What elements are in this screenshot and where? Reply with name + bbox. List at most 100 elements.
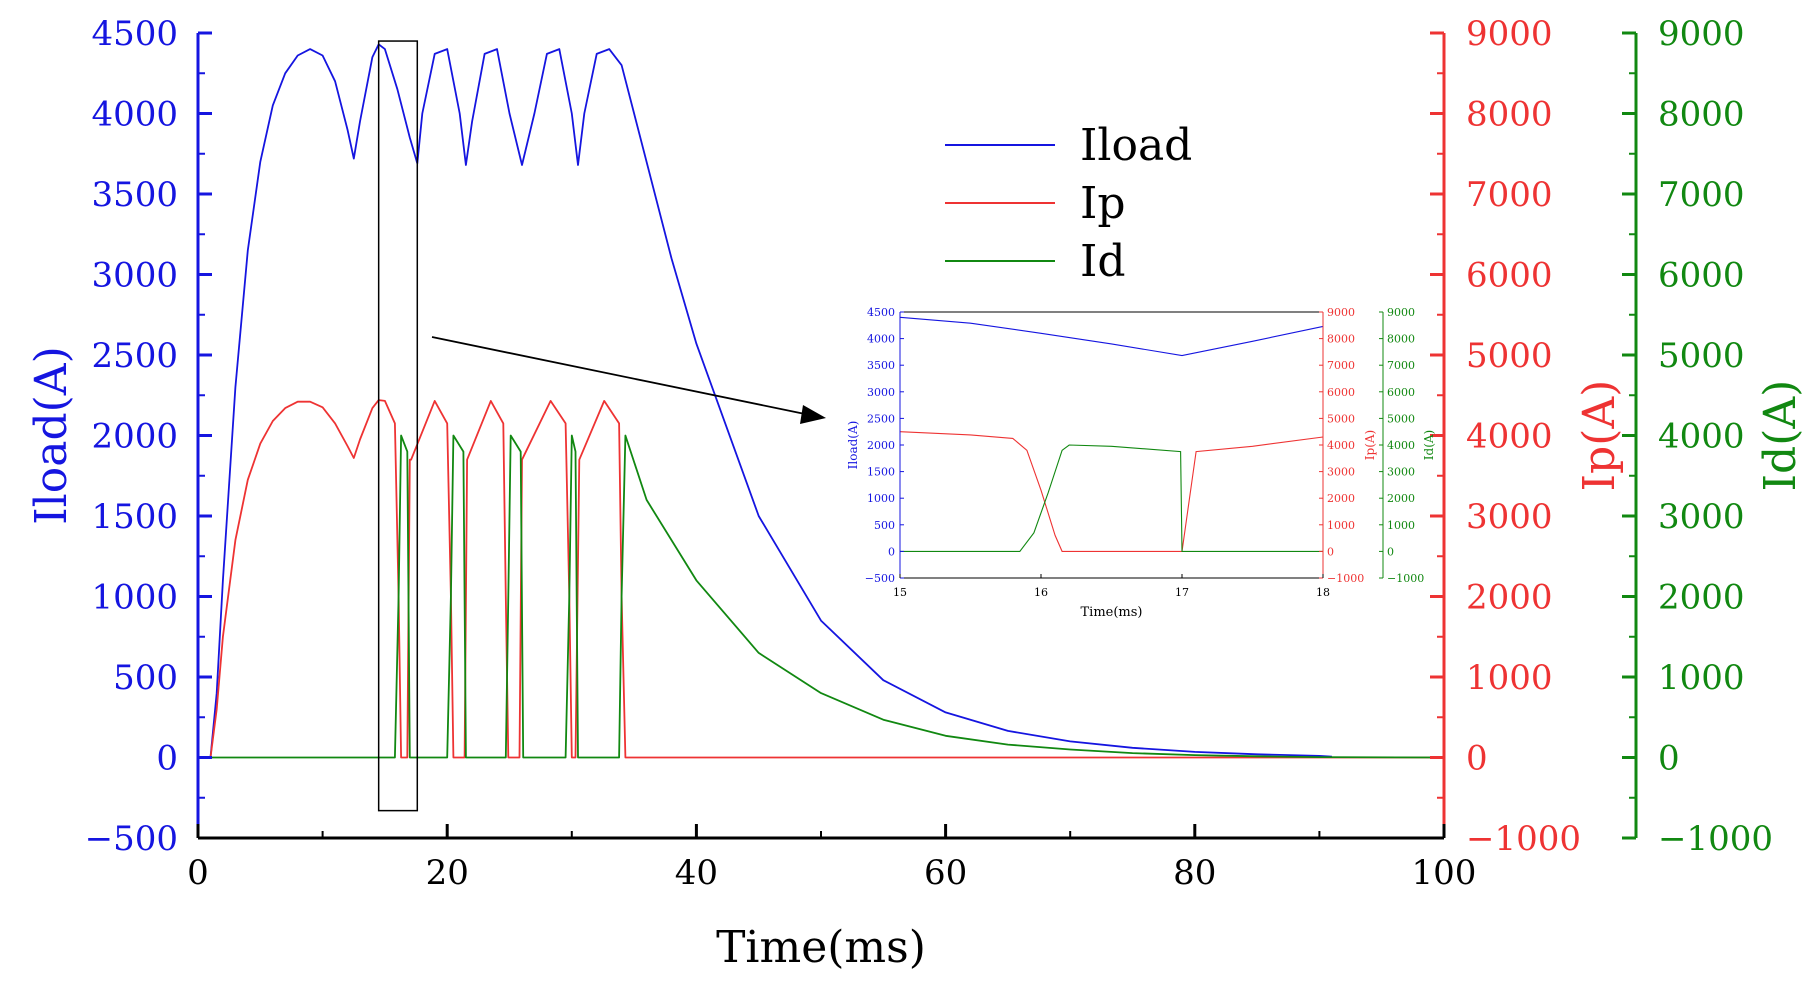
outer-axis-tick-label: 4000 [1658, 417, 1745, 457]
right-axis-tick-label: 7000 [1466, 175, 1553, 215]
inset-right-axis-tick-label: 4000 [1327, 439, 1355, 452]
inset-left-axis-tick-label: 3000 [867, 386, 895, 399]
inset-outer-axis-tick-label: 8000 [1387, 333, 1415, 346]
inset-left-axis-tick-label: 1500 [867, 466, 895, 479]
outer-axis-tick-label: 8000 [1658, 95, 1745, 135]
inset-right-axis-tick-label: 2000 [1327, 492, 1355, 505]
x-axis-tick-label: 0 [187, 853, 209, 893]
inset-right-axis-tick-label: 3000 [1327, 466, 1355, 479]
inset-plot: −500050010001500200025003000350040004500… [846, 306, 1436, 620]
zoom-arrow-line [431, 336, 806, 415]
x-axis-tick-label: 40 [675, 853, 718, 893]
inset-outer-axis-tick-label: 0 [1387, 545, 1394, 558]
inset-right-axis-tick-label: 7000 [1327, 359, 1355, 372]
left-axis-tick-label: 0 [156, 739, 178, 779]
inset-right-axis-tick-label: 6000 [1327, 386, 1355, 399]
right-axis-tick-label: 2000 [1466, 578, 1553, 618]
left-axis-tick-label: 2500 [91, 336, 178, 376]
right-axis-tick-label: 4000 [1466, 417, 1553, 457]
x-axis-tick-label: 20 [426, 853, 469, 893]
inset-outer-axis-tick-label: −1000 [1387, 572, 1424, 585]
inset-outer-axis-tick-label: 1000 [1387, 519, 1415, 532]
zoom-arrow-head [800, 405, 826, 424]
left-axis-tick-label: 3500 [91, 175, 178, 215]
left-axis-tick-label: 1000 [91, 578, 178, 618]
outer-axis-tick-label: 2000 [1658, 578, 1745, 618]
series-line-id [198, 434, 1445, 759]
inset-x-axis-tick-label: 16 [1034, 586, 1048, 599]
right-axis-tick-label: 5000 [1466, 336, 1553, 376]
x-axis-tick-label: 80 [1173, 853, 1216, 893]
inset-left-axis-tick-label: 1000 [867, 492, 895, 505]
inset-right-axis-title: Ip(A) [1363, 430, 1377, 460]
inset-left-axis-tick-label: −500 [865, 572, 895, 585]
inset-outer-axis-tick-label: 7000 [1387, 359, 1415, 372]
left-axis-tick-label: 4000 [91, 95, 178, 135]
left-axis-title: Iload(A) [26, 346, 77, 524]
inset-right-axis-tick-label: −1000 [1327, 572, 1364, 585]
outer-axis-tick-label: 7000 [1658, 175, 1745, 215]
inset-outer-axis-tick-label: 3000 [1387, 466, 1415, 479]
x-axis-title: Time(ms) [716, 922, 926, 973]
inset-outer-axis-tick-label: 4000 [1387, 439, 1415, 452]
inset-x-axis-tick-label: 17 [1175, 586, 1189, 599]
outer-axis-tick-label: 6000 [1658, 256, 1745, 296]
legend-label-iload: Iload [1080, 120, 1192, 171]
x-axis-tick-label: 60 [924, 853, 967, 893]
right-axis-tick-label: 6000 [1466, 256, 1553, 296]
right-axis-tick-label: 1000 [1466, 658, 1553, 698]
inset-x-axis-tick-label: 18 [1316, 586, 1330, 599]
inset-left-axis-tick-label: 4500 [867, 306, 895, 319]
outer-axis-title: Id(A) [1755, 380, 1806, 492]
right-axis-tick-label: 8000 [1466, 95, 1553, 135]
inset-x-axis-title: Time(ms) [1081, 605, 1143, 620]
left-axis-tick-label: −500 [85, 819, 178, 859]
outer-axis-tick-label: 0 [1658, 739, 1680, 779]
left-axis-tick-label: 2000 [91, 417, 178, 457]
inset-outer-axis-tick-label: 6000 [1387, 386, 1415, 399]
right-axis-tick-label: 0 [1466, 739, 1488, 779]
left-axis-tick-label: 4500 [91, 14, 178, 54]
x-axis-tick-label: 100 [1412, 853, 1477, 893]
outer-axis-tick-label: 9000 [1658, 14, 1745, 54]
left-axis-tick-label: 500 [113, 658, 178, 698]
inset-left-axis-tick-label: 500 [874, 519, 895, 532]
inset-right-axis-tick-label: 8000 [1327, 333, 1355, 346]
inset-outer-axis-tick-label: 2000 [1387, 492, 1415, 505]
outer-axis-tick-label: 1000 [1658, 658, 1745, 698]
inset-outer-axis-tick-label: 9000 [1387, 306, 1415, 319]
series-line-ip [209, 399, 1444, 759]
right-axis-title: Ip(A) [1574, 380, 1625, 492]
legend-label-ip: Ip [1080, 178, 1126, 229]
inset-left-axis-tick-label: 2500 [867, 412, 895, 425]
inset-right-axis-tick-label: 0 [1327, 545, 1334, 558]
inset-background [900, 312, 1323, 578]
inset-left-axis-tick-label: 0 [888, 545, 895, 558]
inset-x-axis-tick-label: 15 [893, 586, 907, 599]
right-axis-tick-label: −1000 [1466, 819, 1581, 859]
outer-axis-tick-label: 5000 [1658, 336, 1745, 376]
main-plot: −500050010001500200025003000350040004500… [26, 14, 1806, 973]
inset-right-axis-tick-label: 5000 [1327, 412, 1355, 425]
zoom-highlight-box [377, 40, 419, 812]
inset-series-line-id [900, 444, 1323, 552]
inset-series-line-iload [899, 316, 1324, 357]
left-axis-tick-label: 1500 [91, 497, 178, 537]
outer-axis-tick-label: −1000 [1658, 819, 1773, 859]
right-axis-tick-label: 9000 [1466, 14, 1553, 54]
inset-right-axis-tick-label: 9000 [1327, 306, 1355, 319]
inset-left-axis-tick-label: 2000 [867, 439, 895, 452]
legend: Iload Ip Id [945, 120, 1192, 287]
outer-axis-tick-label: 3000 [1658, 497, 1745, 537]
series-line-iload [209, 43, 1332, 758]
legend-label-id: Id [1080, 236, 1126, 287]
inset-left-axis-tick-label: 4000 [867, 333, 895, 346]
inset-outer-axis-title: Id(A) [1422, 430, 1436, 460]
right-axis-tick-label: 3000 [1466, 497, 1553, 537]
inset-left-axis-tick-label: 3500 [867, 359, 895, 372]
inset-series-line-ip [899, 431, 1324, 552]
inset-left-axis-title: Iload(A) [846, 421, 860, 470]
inset-right-axis-tick-label: 1000 [1327, 519, 1355, 532]
inset-outer-axis-tick-label: 5000 [1387, 412, 1415, 425]
